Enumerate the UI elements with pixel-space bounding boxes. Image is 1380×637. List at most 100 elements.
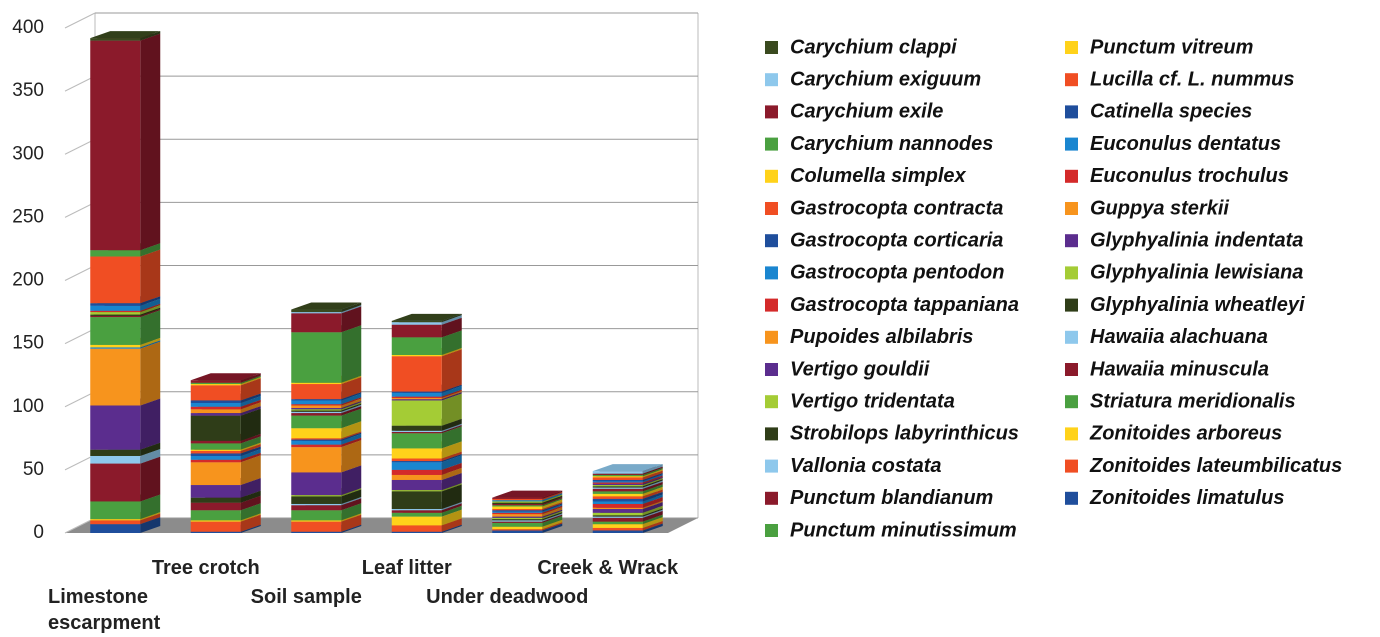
- bar-segment: [492, 505, 543, 507]
- bar-side: [642, 514, 663, 525]
- bar-side: [441, 317, 462, 338]
- legend-label: Gastrocopta contracta: [790, 197, 1003, 219]
- bar-segment: [291, 405, 342, 409]
- bar-top: [291, 302, 362, 310]
- bar-side: [240, 448, 261, 460]
- legend-label: Carychium nannodes: [790, 133, 993, 155]
- bar-segment: [592, 474, 643, 477]
- bar-side: [140, 305, 161, 315]
- bar-side: [441, 385, 462, 397]
- legend-label: Striatura meridionalis: [1090, 390, 1296, 412]
- bar-side: [341, 401, 362, 410]
- bar-segment: [90, 303, 141, 306]
- bar-segment: [291, 410, 342, 412]
- legend-swatch: [1065, 298, 1078, 312]
- legend-label: Vertigo gouldii: [790, 358, 930, 380]
- bar-segment: [291, 382, 342, 385]
- bar-segment: [90, 305, 141, 311]
- bar-segment: [90, 455, 141, 464]
- bar-segment: [492, 498, 543, 501]
- bar-segment: [391, 479, 442, 491]
- grid-line-side: [64, 12, 96, 29]
- legend-swatch: [765, 491, 778, 505]
- bar-segment: [391, 425, 442, 431]
- bar-side: [140, 310, 161, 345]
- bar-segment: [291, 312, 342, 314]
- bar-segment: [492, 529, 543, 531]
- legend-label: Strobilops labyrinthicus: [790, 423, 1019, 445]
- bar-segment: [592, 471, 643, 474]
- bar-segment: [291, 399, 342, 401]
- legend-label: Zonitoides arboreus: [1089, 423, 1282, 445]
- bar-side: [441, 426, 462, 449]
- bar-segment: [90, 256, 141, 304]
- bar-segment: [592, 512, 643, 516]
- bar-segment: [592, 521, 643, 525]
- bar-segment: [592, 493, 643, 497]
- bar-segment: [492, 501, 543, 503]
- bar-segment: [90, 347, 141, 349]
- bar-segment: [391, 461, 442, 463]
- bar-segment: [90, 405, 141, 450]
- bar-segment: [492, 526, 543, 530]
- legend-label: Gastrocopta pentodon: [790, 262, 1004, 284]
- bar-side: [240, 433, 261, 444]
- bar-side: [542, 490, 563, 499]
- bar-segment: [391, 516, 442, 526]
- grid-line-side: [64, 391, 96, 408]
- bar-segment: [492, 519, 543, 521]
- bar-side: [542, 519, 563, 530]
- bar-segment: [291, 531, 342, 533]
- legend-swatch: [765, 202, 778, 215]
- bar-side: [642, 470, 663, 480]
- bar-side: [240, 393, 261, 403]
- legend-label: Pupoides albilabris: [790, 326, 973, 348]
- grid-line-side: [64, 454, 96, 471]
- bar-segment: [391, 531, 442, 533]
- bar-segment: [291, 332, 342, 383]
- bar-side: [240, 406, 261, 416]
- bar-segment: [190, 443, 241, 450]
- bar-side: [441, 313, 462, 323]
- bar-segment: [291, 472, 342, 496]
- legend-swatch: [765, 427, 778, 441]
- bar-segment: [291, 409, 342, 411]
- bar-segment: [592, 496, 643, 499]
- bar-segment: [592, 488, 643, 492]
- bar-side: [140, 243, 161, 257]
- bar-side: [642, 500, 663, 510]
- bar-segment: [90, 520, 141, 525]
- legend-label: Vallonia costata: [790, 455, 942, 477]
- legend-swatch: [1065, 266, 1078, 280]
- bar-segment: [291, 309, 342, 313]
- bar-side: [341, 514, 362, 532]
- bar-side: [642, 491, 663, 502]
- bar-segment: [291, 510, 342, 521]
- bar-segment: [492, 500, 543, 502]
- bar-side: [542, 502, 563, 511]
- bar-side: [642, 505, 663, 516]
- bar-side: [140, 303, 161, 313]
- bar-side: [542, 522, 563, 531]
- bar-segment: [190, 450, 241, 454]
- bar-side: [240, 395, 261, 407]
- bar-segment: [492, 521, 543, 523]
- bar-side: [441, 349, 462, 392]
- legend-swatch: [765, 105, 778, 119]
- x-tick-label: Limestone escarpment: [48, 586, 161, 634]
- bar-segment: [391, 430, 442, 432]
- bar-segment: [190, 402, 241, 407]
- bar-segment: [391, 512, 442, 517]
- y-tick-label: 200: [12, 270, 44, 291]
- bar-segment: [291, 413, 342, 416]
- bar-side: [341, 503, 362, 521]
- bar-segment: [391, 509, 442, 511]
- bar-segment: [90, 38, 141, 41]
- bar-side: [341, 465, 362, 496]
- bar-segment: [90, 501, 141, 520]
- bar-side: [140, 307, 161, 316]
- bar-segment: [90, 312, 141, 315]
- bar-side: [140, 398, 161, 450]
- y-tick-label: 250: [12, 206, 44, 227]
- bar-segment: [291, 440, 342, 445]
